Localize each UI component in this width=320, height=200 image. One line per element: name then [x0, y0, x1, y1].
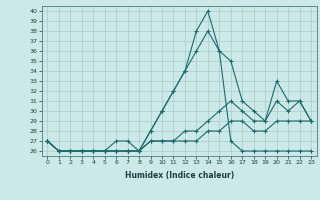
- X-axis label: Humidex (Indice chaleur): Humidex (Indice chaleur): [124, 171, 234, 180]
